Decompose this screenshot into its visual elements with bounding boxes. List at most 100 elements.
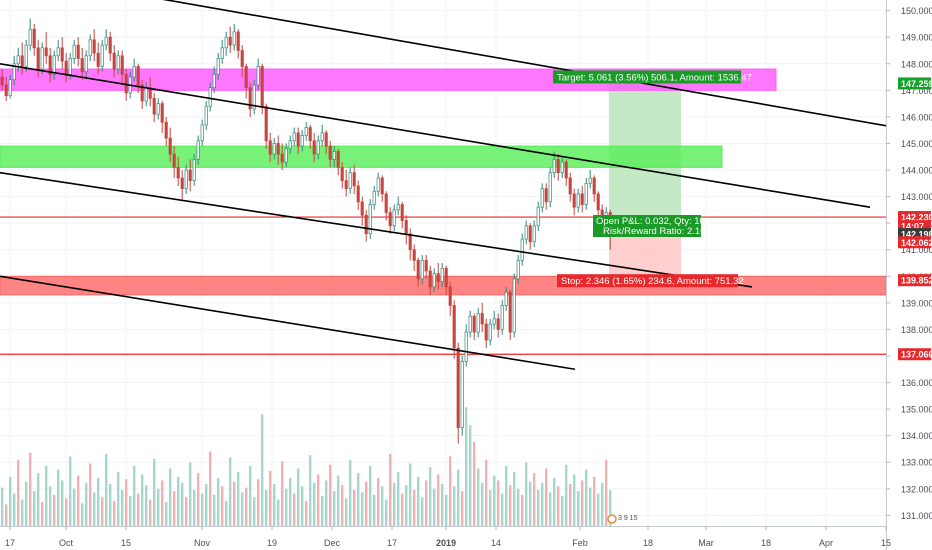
position-boxes[interactable] xyxy=(609,83,681,281)
channel-line-4[interactable] xyxy=(0,275,576,371)
candle-body xyxy=(88,39,92,57)
candle-body xyxy=(512,278,516,333)
volume-bar xyxy=(325,480,328,526)
volume-bar xyxy=(233,481,236,526)
price-tick-label: 144.000 xyxy=(901,166,932,176)
stop-label-bg xyxy=(557,274,738,288)
events-label: 3 9 15 xyxy=(618,515,638,522)
candle-body xyxy=(440,267,444,282)
candle-body xyxy=(20,55,24,67)
volume-bar xyxy=(109,484,112,526)
candle-body xyxy=(412,249,416,261)
volume-bar xyxy=(209,451,212,526)
volume-bar xyxy=(545,468,548,526)
time-axis[interactable]: 17 Oct 15 Nov 19 Dec 17 2019 14 Feb 18 Mar 18 Apr 15 xyxy=(0,526,891,550)
volume-bar xyxy=(485,460,488,526)
volume-bar xyxy=(441,484,444,526)
candle-body xyxy=(36,47,40,70)
volume-bar xyxy=(29,452,32,526)
event-icon[interactable] xyxy=(607,514,617,524)
volume-bar xyxy=(465,407,468,526)
candle-body xyxy=(348,172,352,189)
volume-bar xyxy=(129,496,132,526)
candle-body xyxy=(492,318,496,325)
volume-bar xyxy=(1,487,4,526)
trend-lines[interactable] xyxy=(0,0,897,371)
time-tick-label: 17 xyxy=(5,538,15,548)
candle-body xyxy=(28,28,32,46)
volume-bar xyxy=(45,466,48,526)
volume-bar xyxy=(49,486,52,526)
candle-body xyxy=(448,286,452,306)
volume-bar xyxy=(277,499,280,526)
candle-body xyxy=(268,140,272,155)
volume-bar xyxy=(429,467,432,526)
volume-bar xyxy=(477,468,480,526)
candle-body xyxy=(276,143,280,155)
price-label: 142.198 xyxy=(901,230,932,240)
candle-body xyxy=(516,259,520,280)
volume-bar xyxy=(225,500,228,526)
candle-body xyxy=(396,204,400,211)
volume-bar xyxy=(473,442,476,526)
volume-bar xyxy=(5,504,8,526)
volume-bar xyxy=(453,486,456,526)
volume-bar xyxy=(525,462,528,526)
candle-body xyxy=(204,105,208,126)
candle-body xyxy=(464,331,468,362)
volume-bar xyxy=(297,468,300,526)
candle-body xyxy=(372,190,376,205)
candle-body xyxy=(208,87,212,107)
volume-bar xyxy=(457,469,460,526)
candle-body xyxy=(72,44,76,59)
candle-body xyxy=(388,212,392,227)
candle-body xyxy=(480,313,484,325)
price-axis[interactable]: 150.000 149.000 148.000 147.000 146.000 145.0… xyxy=(886,0,932,550)
candle-body xyxy=(292,132,296,142)
events-marker[interactable]: 3 9 15 xyxy=(607,514,638,524)
candle-body xyxy=(44,47,48,57)
candle-body xyxy=(264,105,268,142)
horizontal-lines[interactable] xyxy=(0,216,886,355)
volume-bar xyxy=(413,490,416,526)
channel-line-2[interactable] xyxy=(0,62,871,209)
candle-body xyxy=(420,259,424,280)
volume-bar xyxy=(305,500,308,526)
candle-body xyxy=(232,31,236,46)
channel-line-3[interactable] xyxy=(0,171,753,288)
channel-line-1[interactable] xyxy=(0,0,897,129)
candle-body xyxy=(560,161,564,174)
volume-bar xyxy=(589,487,592,526)
green-zone[interactable] xyxy=(0,145,723,168)
position-labels: Target: 5.061 (3.56%) 506.1, Amount: 153… xyxy=(553,70,752,288)
target-label-bg xyxy=(553,70,741,84)
time-tick-label: Dec xyxy=(324,538,341,548)
volume-bar xyxy=(9,476,12,526)
candle-body xyxy=(80,58,84,73)
candle-body xyxy=(500,305,504,330)
price-label: 139.852 xyxy=(901,276,932,286)
price-tick-label: 139.000 xyxy=(901,298,932,308)
volume-bar xyxy=(505,466,508,526)
volume-bar xyxy=(257,479,260,526)
volume-bar xyxy=(21,499,24,526)
candle-body xyxy=(456,347,460,429)
candle-body xyxy=(48,55,52,75)
candle-body xyxy=(340,167,344,181)
target-label: Target: 5.061 (3.56%) 506.1, Amount: 153… xyxy=(557,72,752,83)
volume-bar xyxy=(65,498,68,526)
time-tick-label: 17 xyxy=(387,538,397,548)
volume-bar xyxy=(425,480,428,526)
volume-bar xyxy=(153,458,156,526)
volume-bar xyxy=(541,482,544,526)
volume-bar xyxy=(401,493,404,526)
candle-body xyxy=(488,323,492,341)
candle-body xyxy=(472,315,476,333)
volume-bar xyxy=(601,482,604,526)
candle-body xyxy=(172,153,176,168)
candle-body xyxy=(352,172,356,187)
volume-bar xyxy=(345,498,348,526)
volume-bar xyxy=(357,473,360,526)
